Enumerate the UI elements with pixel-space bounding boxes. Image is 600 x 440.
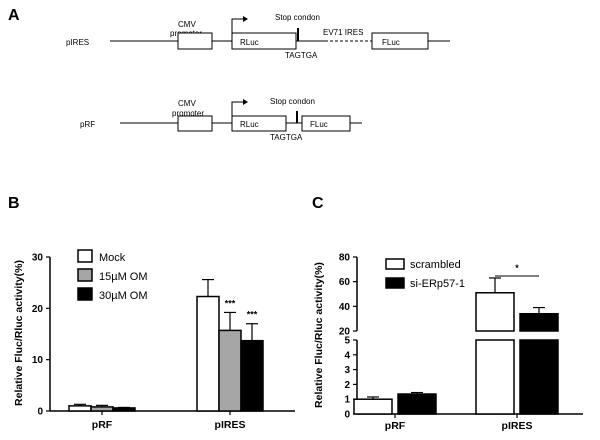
- panel-c-category-label: pRF: [385, 420, 406, 432]
- panel-c-bar-pires-scrambled-lower: [475, 339, 515, 415]
- panel-b-bar-pires-mock: [196, 295, 220, 412]
- panel-c-legend-label: si-ERp57-1: [410, 278, 465, 290]
- panel-c-ytick-label: 4: [344, 350, 350, 361]
- pires-construct-diagram: pIRES CMV promoter RLuc Stop condon TAGT…: [66, 13, 450, 60]
- panel-c-bar-pires-scrambled-upper: [475, 292, 515, 332]
- panel-c-ytick-label: 3: [344, 365, 350, 376]
- panel-b-legend-label: Mock: [99, 252, 126, 264]
- panel-c-ylabel: Relative Fluc/Rluc activity(%): [313, 262, 325, 408]
- panel-b-significance: ***: [247, 310, 258, 320]
- pires-fluc-label: FLuc: [382, 38, 400, 47]
- panel-b-legend-label: 15µM OM: [99, 271, 148, 283]
- panel-b-legend-swatch-30-m-om: [77, 287, 93, 301]
- panel-c-bar-prf-scrambled: [353, 398, 393, 415]
- pires-promoter-box: [177, 32, 213, 50]
- prf-fluc-label: FLuc: [310, 120, 328, 129]
- panel-b-ytick-label: 30: [32, 253, 44, 264]
- panel-c-significance: *: [515, 263, 519, 273]
- panel-c-bar-pires-si-erp57-1-lower: [519, 339, 559, 415]
- prf-construct-name: pRF: [80, 120, 95, 129]
- panel-c-bar-pires-si-erp57-1-upper: [519, 312, 559, 332]
- panel-c-ytick-label: 20: [339, 327, 351, 338]
- prf-seq-label: TAGTGA: [270, 133, 303, 142]
- panel-c-ytick-label: 5: [344, 336, 350, 347]
- pires-ires-label: EV71 IRES: [323, 28, 363, 37]
- prf-transcription-arrowhead: [243, 99, 248, 105]
- prf-transcription-arrow: [231, 101, 246, 116]
- panel-c-ytick-label: 60: [339, 277, 351, 288]
- panel-b-label: B: [8, 195, 20, 212]
- panel-c-ytick-label: 0: [344, 410, 350, 421]
- panel-c-bar-prf-si-erp57-1: [397, 393, 437, 415]
- pires-transcription-arrow: [231, 18, 246, 33]
- panel-c-chart: Relative Fluc/Rluc activity(%) 0 1 2 3 4 520 4…: [313, 253, 583, 432]
- panel-c-legend-label: scrambled: [410, 259, 461, 271]
- prf-fluc-box: [301, 115, 351, 132]
- panel-c-legend-swatch-scrambled: [385, 258, 405, 270]
- panel-b-ytick-label: 0: [37, 407, 43, 418]
- pires-rluc-label: RLuc: [240, 38, 259, 47]
- panel-b-bar-prf-30-m-om: [112, 407, 136, 412]
- pires-fluc-box: [371, 32, 429, 50]
- panel-b-ylabel: Relative Fluc/Rluc activity(%): [13, 260, 25, 406]
- panel-b-bar-pires-15-m-om: [218, 329, 242, 412]
- panel-c-ytick-label: 1: [344, 395, 350, 406]
- pires-transcription-arrowhead: [243, 16, 248, 22]
- panel-b-category-label: pIRES: [215, 419, 246, 431]
- panel-b-legend-swatch-15-m-om: [77, 268, 93, 282]
- pires-promoter-label-1: CMV: [178, 20, 196, 29]
- panel-c-ytick-label: 2: [344, 380, 350, 391]
- pires-seq-label: TAGTGA: [285, 51, 318, 60]
- panel-c-legend-swatch-si-erp57-1: [385, 277, 405, 289]
- panel-b-ytick-label: 10: [32, 355, 44, 366]
- panel-b-legend-label: 30µM OM: [99, 290, 148, 302]
- pires-rluc-box: [231, 32, 297, 50]
- prf-construct-diagram: pRF CMV promoter RLuc Stop condon TAGTGA…: [80, 97, 362, 142]
- prf-stop-codon-mark: [296, 111, 298, 123]
- pires-construct-name: pIRES: [66, 38, 89, 47]
- prf-promoter-box: [177, 115, 213, 132]
- panel-c-label: C: [312, 195, 324, 212]
- pires-stop-codon-mark: [297, 28, 299, 41]
- panel-b-bar-prf-mock: [68, 405, 92, 412]
- panel-c-ytick-label: 80: [339, 253, 351, 264]
- prf-rluc-label: RLuc: [240, 120, 259, 129]
- prf-stop-label: Stop condon: [270, 97, 315, 106]
- panel-b-legend-swatch-mock: [77, 249, 93, 263]
- panel-b-bar-prf-15-m-om: [90, 406, 114, 412]
- panel-b-ytick-label: 20: [32, 304, 44, 315]
- pires-stop-label: Stop condon: [275, 13, 320, 22]
- prf-promoter-label-2: promoter: [172, 109, 204, 118]
- prf-promoter-label-1: CMV: [178, 99, 196, 108]
- panel-b-significance: ***: [225, 298, 236, 308]
- panel-b-chart: Relative Fluc/Rluc activity(%) 0 10 20 30 pR…: [13, 249, 295, 431]
- panel-b-category-label: pRF: [92, 419, 113, 431]
- prf-rluc-box: [231, 115, 287, 132]
- panel-c-category-label: pIRES: [502, 420, 533, 432]
- panel-c-ytick-label: 40: [339, 302, 351, 313]
- panel-a-label: A: [8, 7, 20, 24]
- panel-b-bar-pires-30-m-om: [240, 339, 264, 412]
